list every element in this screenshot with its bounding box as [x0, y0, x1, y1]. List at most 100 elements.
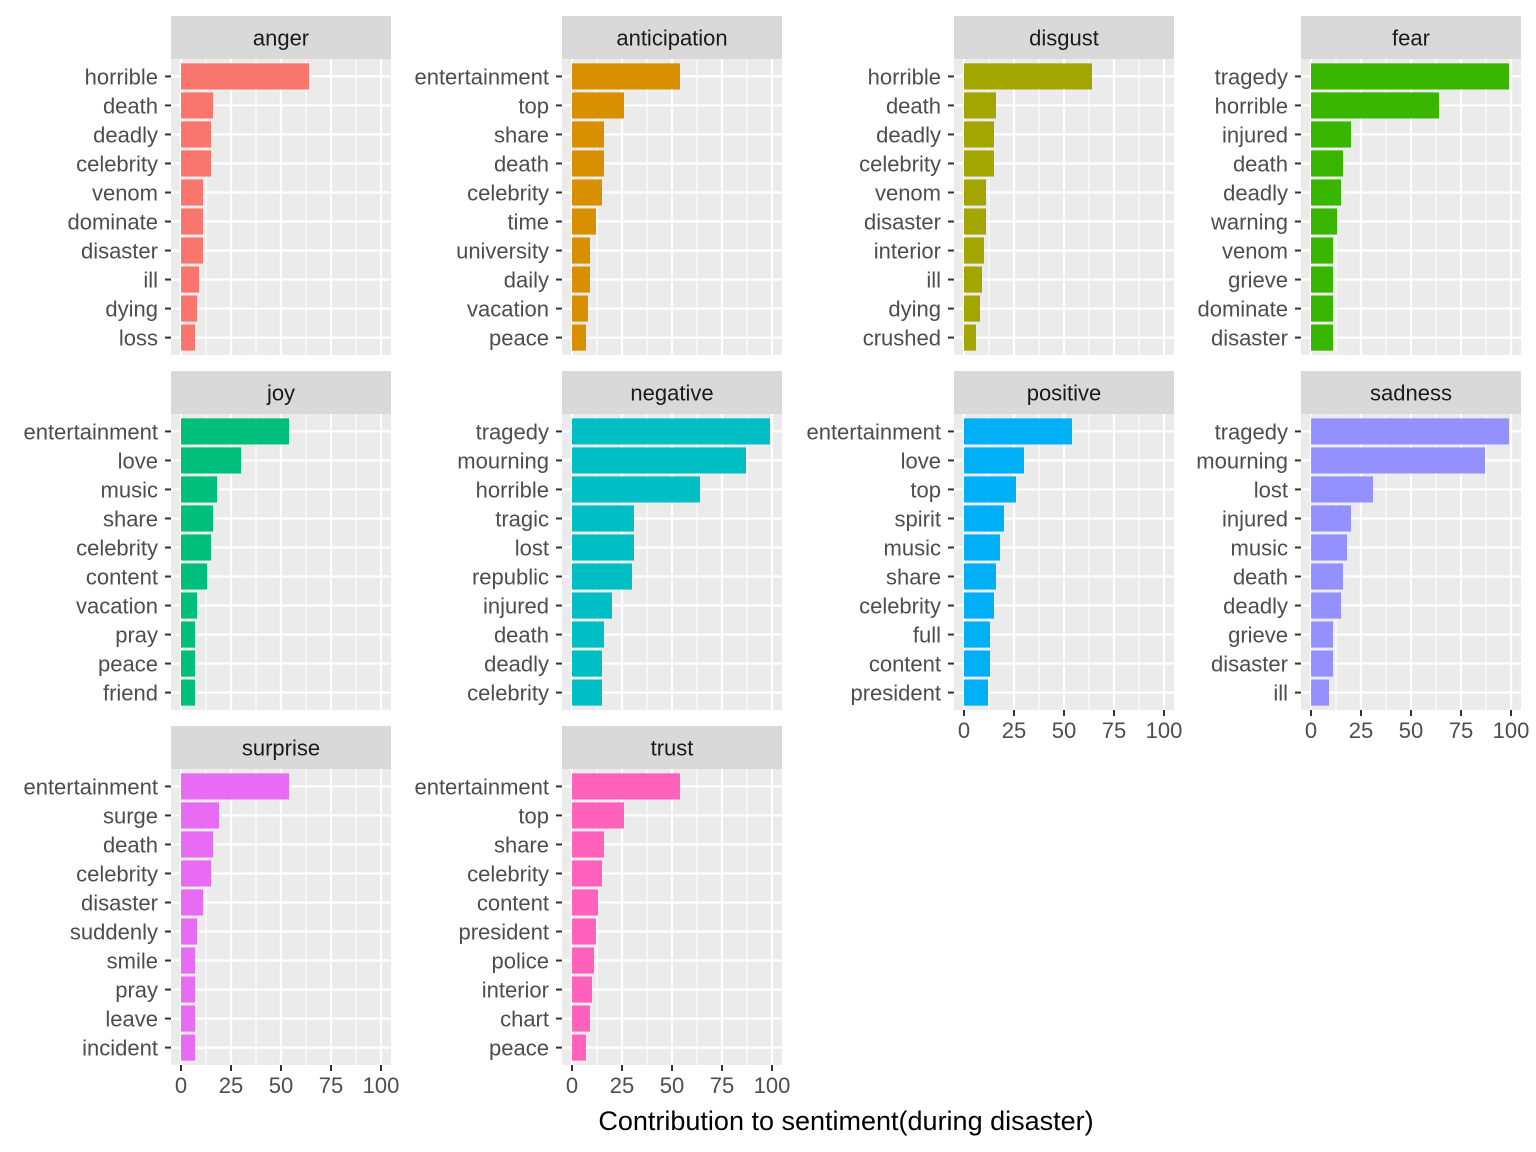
y-tick-label: tragic: [495, 506, 549, 531]
strip-background: [1301, 16, 1521, 59]
bar-death: [1311, 563, 1343, 590]
bar-deadly: [181, 121, 211, 148]
chart-panels: anger horrible death deadly celebrity venom do…: [23, 16, 1529, 1098]
bar-injured: [572, 592, 612, 619]
bar-deadly: [1311, 179, 1341, 206]
panel-joy: joy entertainment love music share celebrity c…: [23, 371, 391, 710]
y-tick-label: death: [103, 832, 158, 857]
y-tick-label: injured: [1222, 122, 1288, 147]
y-tick-label: horrible: [85, 64, 158, 89]
panel-title: fear: [1392, 26, 1430, 51]
bar-entertainment: [964, 418, 1072, 445]
bar-top: [572, 802, 624, 829]
bar-top: [964, 476, 1016, 503]
y-tick-label: celebrity: [76, 151, 158, 176]
panel-disgust: disgust horrible death deadly celebrity venom…: [859, 16, 1174, 355]
y-tick-label: grieve: [1228, 268, 1288, 293]
y-tick-label: ill: [926, 268, 941, 293]
bar-loss: [181, 324, 195, 351]
panel-fear: fear tragedy horrible injured death deadly war…: [1197, 16, 1521, 355]
x-tick-label: 0: [958, 718, 970, 743]
bar-lost: [1311, 476, 1373, 503]
y-tick-label: spirit: [895, 506, 941, 531]
x-tick-label: 75: [1449, 718, 1473, 743]
bar-celebrity: [572, 179, 602, 206]
y-tick-label: lost: [1254, 477, 1288, 502]
y-tick-label: death: [494, 623, 549, 648]
y-tick-label: death: [886, 93, 941, 118]
bar-mourning: [572, 447, 746, 474]
bar-venom: [1311, 237, 1333, 264]
y-tick-label: surge: [103, 803, 158, 828]
y-tick-label: time: [507, 210, 549, 235]
bar-lost: [572, 534, 634, 561]
y-tick-label: smile: [107, 949, 158, 974]
x-tick-label: 0: [175, 1073, 187, 1098]
strip-background: [171, 16, 391, 59]
y-tick-label: horrible: [1215, 93, 1288, 118]
bar-love: [181, 447, 241, 474]
strip-background: [562, 726, 782, 769]
strip-background: [954, 371, 1174, 414]
bar-ill: [964, 266, 982, 293]
bar-celebrity: [964, 592, 994, 619]
bar-deadly: [1311, 592, 1341, 619]
bar-disaster: [181, 889, 203, 916]
x-tick-label: 75: [319, 1073, 343, 1098]
bar-vacation: [572, 295, 588, 322]
y-tick-label: chart: [500, 1007, 549, 1032]
bar-celebrity: [181, 534, 211, 561]
bar-friend: [181, 679, 195, 706]
bar-ill: [1311, 679, 1329, 706]
bar-president: [964, 679, 988, 706]
strip-background: [1301, 371, 1521, 414]
y-tick-label: dominate: [67, 210, 158, 235]
x-tick-label: 50: [1399, 718, 1423, 743]
y-tick-label: entertainment: [23, 419, 158, 444]
bar-celebrity: [964, 150, 994, 177]
bar-content: [181, 563, 207, 590]
y-tick-label: crushed: [863, 326, 941, 351]
x-tick-label: 25: [219, 1073, 243, 1098]
y-tick-label: content: [869, 652, 941, 677]
bar-grieve: [1311, 621, 1333, 648]
y-tick-label: entertainment: [414, 64, 549, 89]
bar-music: [181, 476, 217, 503]
panel-sadness: sadness tragedy mourning lost injured music de…: [1196, 371, 1529, 743]
x-tick-label: 100: [1146, 718, 1183, 743]
x-tick-label: 100: [754, 1073, 791, 1098]
strip-background: [171, 726, 391, 769]
y-tick-label: music: [884, 535, 941, 560]
bar-love: [964, 447, 1024, 474]
y-tick-label: love: [901, 448, 941, 473]
bar-death: [572, 621, 604, 648]
bar-horrible: [964, 63, 1092, 90]
y-tick-label: deadly: [876, 122, 941, 147]
strip-background: [171, 371, 391, 414]
y-tick-label: celebrity: [859, 594, 941, 619]
bar-injured: [1311, 505, 1351, 532]
bar-disaster: [181, 237, 203, 264]
y-tick-label: pray: [115, 623, 158, 648]
bar-time: [572, 208, 596, 235]
y-tick-label: daily: [504, 268, 549, 293]
y-tick-label: police: [492, 949, 549, 974]
y-tick-label: content: [86, 565, 158, 590]
y-tick-label: leave: [105, 1007, 158, 1032]
bar-deadly: [572, 650, 602, 677]
panel-anger: anger horrible death deadly celebrity venom do…: [67, 16, 391, 355]
bar-police: [572, 947, 594, 974]
x-tick-label: 50: [1052, 718, 1076, 743]
bar-leave: [181, 1005, 195, 1032]
y-tick-label: death: [1233, 151, 1288, 176]
bar-content: [572, 889, 598, 916]
y-tick-label: president: [458, 920, 549, 945]
panel-title: trust: [651, 736, 694, 761]
y-tick-label: music: [101, 477, 158, 502]
bar-dominate: [181, 208, 203, 235]
bar-horrible: [572, 476, 700, 503]
y-tick-label: mourning: [457, 448, 549, 473]
x-tick-label: 75: [710, 1073, 734, 1098]
y-tick-label: venom: [1222, 239, 1288, 264]
y-tick-label: dying: [105, 297, 158, 322]
